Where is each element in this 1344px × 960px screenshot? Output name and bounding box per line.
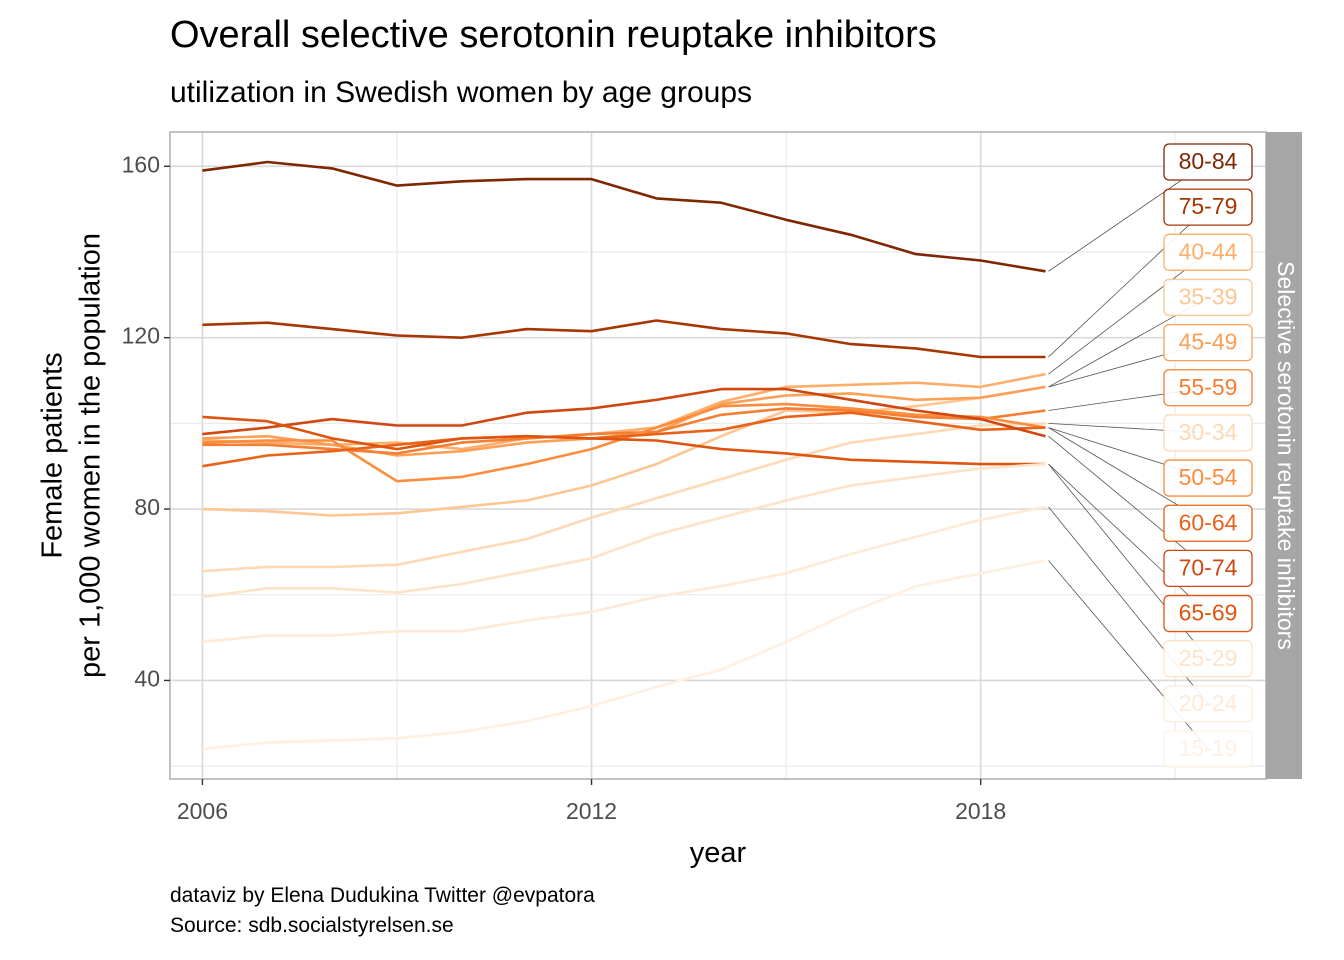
series-label-65-69: 65-69	[1179, 600, 1238, 626]
axes: 40 80 120 160 2006 2012 2018 year Female patient…	[37, 151, 1007, 869]
series-label-box-15-19	[1163, 730, 1253, 768]
series-line-15-19	[202, 559, 1046, 751]
facet-strip-label: Selective serotonin reuptake inhibitors	[1273, 261, 1299, 650]
leader-line-75-79	[1048, 206, 1209, 358]
caption-credit: dataviz by Elena Dudukina Twitter @evpat…	[170, 884, 595, 907]
series-label-40-44: 40-44	[1179, 238, 1238, 264]
series-line-65-69	[202, 415, 1046, 466]
series-line-75-79	[202, 319, 1046, 359]
x-axis-title: year	[690, 837, 747, 869]
chart-title: Overall selective serotonin reuptake inh…	[170, 14, 937, 56]
leader-line-40-44	[1048, 251, 1209, 375]
leader-line-65-69	[1048, 463, 1209, 614]
facet-strip-background	[1266, 132, 1302, 779]
series-label-box-60-64	[1163, 504, 1253, 542]
minor-gridlines	[170, 132, 1266, 779]
series-line-60-64	[202, 411, 1046, 468]
y-tick-label: 120	[122, 323, 160, 349]
series-label-50-54: 50-54	[1179, 464, 1238, 490]
series-label-box-45-49	[1163, 323, 1253, 362]
series-label-55-59: 55-59	[1179, 374, 1238, 400]
series-line-30-34	[202, 422, 1046, 573]
series-label-box-35-39	[1163, 278, 1253, 317]
series-label-box-50-54	[1163, 459, 1253, 497]
series-label-box-25-29	[1163, 640, 1253, 678]
facet-strip: Selective serotonin reuptake inhibitors	[1266, 132, 1302, 779]
y-tick-label: 80	[134, 494, 160, 520]
series-label-70-74: 70-74	[1179, 554, 1238, 580]
series-labels: 80-84 75-79 40-44 35-39 45-49 55-59 30-34 50-54…	[1163, 143, 1253, 768]
leader-line-70-74	[1048, 435, 1209, 569]
chart-subtitle: utilization in Swedish women by age grou…	[170, 76, 752, 109]
panel-border	[169, 131, 1267, 780]
series-label-box-80-84	[1163, 143, 1253, 181]
x-tick-label: 2012	[566, 798, 617, 824]
series-label-60-64: 60-64	[1179, 509, 1238, 535]
y-tick-label: 160	[122, 151, 160, 177]
series-line-80-84	[202, 160, 1046, 273]
caption-source: Source: sdb.socialstyrelsen.se	[170, 914, 454, 937]
series-label-box-40-44	[1163, 233, 1253, 271]
series-label-25-29: 25-29	[1179, 645, 1238, 671]
series-label-box-30-34	[1163, 414, 1253, 452]
series-line-25-29	[202, 462, 1046, 599]
series-label-30-34: 30-34	[1179, 419, 1238, 445]
x-tick-label: 2006	[177, 798, 228, 824]
series-line-70-74	[202, 387, 1046, 438]
series-label-box-65-69	[1163, 594, 1253, 633]
series-label-box-70-74	[1163, 549, 1253, 588]
major-gridlines	[170, 132, 1266, 779]
y-tick-label: 40	[134, 666, 160, 692]
x-tick-label: 2018	[955, 798, 1006, 824]
series-label-box-75-79	[1163, 188, 1253, 226]
series-label-box-20-24	[1163, 685, 1253, 723]
series-label-15-19: 15-19	[1179, 735, 1238, 761]
series-line-50-54	[202, 402, 1046, 483]
series-label-75-79: 75-79	[1179, 193, 1238, 219]
y-axis-title-line-1: Female patients	[37, 352, 69, 558]
series-line-20-24	[202, 505, 1046, 644]
series-label-35-39: 35-39	[1179, 284, 1238, 310]
series-line-35-39	[202, 385, 1046, 517]
series-label-20-24: 20-24	[1179, 690, 1238, 716]
y-axis-title-line-2: per 1,000 women in the population	[75, 233, 107, 678]
series-label-45-49: 45-49	[1179, 329, 1238, 355]
series-label-box-55-59	[1163, 369, 1253, 407]
series-line-40-44	[202, 372, 1046, 451]
series-lines	[202, 160, 1046, 751]
series-label-80-84: 80-84	[1179, 148, 1238, 174]
